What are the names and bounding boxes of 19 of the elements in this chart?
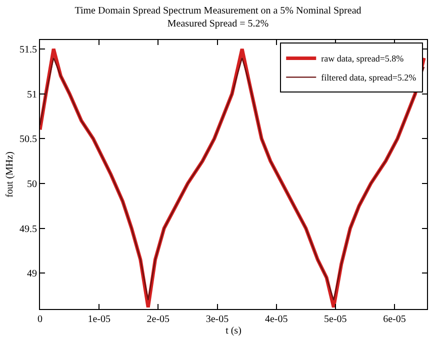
legend-label: raw data, spread=5.8%: [321, 54, 404, 64]
x-tick-label: 5e-05: [324, 314, 347, 325]
x-tick-label: 4e-05: [264, 314, 288, 325]
chart-subtitle: Measured Spread = 5.2%: [167, 18, 269, 30]
chart-title: Time Domain Spread Spectrum Measurement on a 5% Nominal Spread: [74, 6, 362, 17]
x-tick-label: 0: [38, 314, 42, 325]
y-tick-label: 51: [27, 89, 37, 100]
x-tick-label: 6e-05: [383, 314, 406, 325]
y-tick-label: 49.5: [20, 224, 37, 235]
y-tick-label: 51.5: [20, 44, 37, 56]
x-axis-title: t (s): [226, 326, 242, 336]
x-tick-label: 3e-05: [206, 314, 229, 325]
y-tick-label: 50.5: [20, 134, 37, 146]
x-tick-label: 2e-05: [146, 314, 170, 325]
y-tick-label: 50: [27, 178, 37, 190]
legend-label: filtered data, spread=5.2%: [321, 72, 417, 83]
y-tick-label: 49: [27, 268, 37, 280]
x-tick-label: 1e-05: [88, 314, 110, 325]
y-axis-title: fout (MHz): [4, 152, 16, 198]
